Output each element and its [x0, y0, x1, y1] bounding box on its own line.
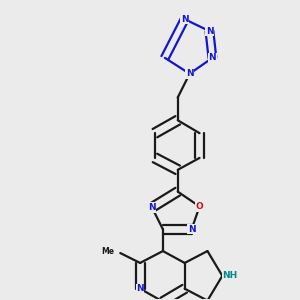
Text: N: N [208, 53, 216, 62]
Text: N: N [206, 27, 213, 36]
Text: N: N [188, 225, 195, 234]
Text: Me: Me [101, 247, 114, 256]
Text: N: N [148, 203, 156, 212]
Text: N: N [186, 69, 194, 78]
Text: N: N [181, 15, 188, 24]
Text: NH: NH [222, 271, 237, 280]
Text: N: N [136, 284, 144, 293]
Text: O: O [196, 202, 203, 211]
